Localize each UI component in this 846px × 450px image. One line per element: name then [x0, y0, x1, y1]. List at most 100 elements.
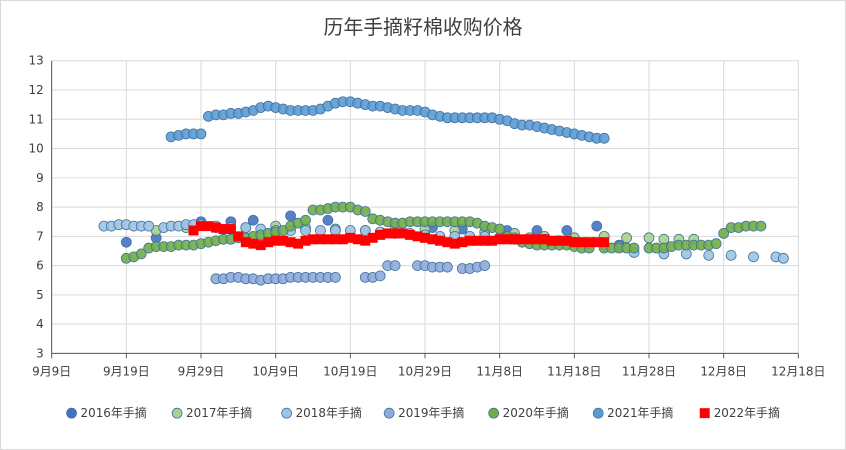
- data-point: [532, 234, 542, 245]
- data-point: [434, 235, 445, 246]
- data-point: [487, 235, 498, 246]
- data-point: [240, 222, 252, 233]
- legend-marker: [171, 407, 183, 419]
- x-tick-label: 11月8日: [476, 364, 523, 378]
- data-point: [315, 234, 326, 245]
- data-point: [240, 237, 251, 248]
- data-point: [464, 235, 475, 246]
- legend-item: 2018年手摘: [281, 405, 362, 420]
- x-tick-label: 12月18日: [771, 364, 825, 378]
- series-layer: [98, 96, 789, 286]
- legend-marker: [592, 407, 604, 419]
- data-point: [569, 237, 580, 248]
- y-tick-label: 8: [36, 200, 44, 214]
- y-tick-label: 12: [28, 83, 43, 97]
- legend-label: 2019年手摘: [398, 405, 464, 420]
- legend-label: 2022年手摘: [714, 405, 780, 420]
- data-point: [322, 214, 334, 226]
- chart-title: 历年手摘籽棉收购价格: [323, 16, 522, 39]
- data-point: [449, 238, 460, 249]
- data-point: [420, 232, 430, 243]
- x-tick-labels: 9月9日 9月19日 9月29日 10月9日 10月19日 10月29日 11月8日 11月1…: [32, 364, 825, 378]
- data-point: [374, 270, 386, 282]
- data-point: [359, 206, 371, 217]
- data-point: [561, 225, 573, 236]
- legend-item: 2019年手摘: [383, 405, 464, 420]
- data-point: [599, 237, 610, 248]
- y-tick-label: 4: [36, 317, 44, 331]
- data-point: [382, 228, 393, 239]
- legend-item: 2020年手摘: [488, 405, 569, 420]
- legend-item: 2022年手摘: [699, 405, 780, 420]
- legend-label: 2018年手摘: [296, 405, 362, 420]
- data-point: [389, 260, 401, 271]
- data-point: [778, 252, 789, 264]
- data-point: [285, 237, 296, 248]
- data-point: [308, 234, 318, 245]
- data-point: [718, 228, 730, 239]
- series-7: [188, 221, 610, 251]
- x-tick-label: 10月29日: [398, 364, 452, 378]
- x-tick-label: 9月29日: [178, 364, 225, 378]
- data-point: [748, 251, 759, 263]
- data-point: [703, 249, 715, 261]
- legend-marker: [383, 407, 395, 419]
- legend-label: 2021年手摘: [607, 405, 673, 420]
- data-point: [755, 220, 767, 232]
- data-point: [263, 237, 274, 248]
- data-point: [367, 232, 378, 243]
- data-point: [725, 249, 737, 261]
- legend-marker: [66, 407, 77, 419]
- data-point: [120, 236, 132, 248]
- x-tick-label: 9月9日: [32, 364, 71, 378]
- data-point: [442, 261, 453, 273]
- data-point: [390, 228, 401, 239]
- y-tick-label: 10: [28, 142, 43, 156]
- data-point: [397, 228, 408, 239]
- grid: [51, 60, 799, 354]
- data-point: [330, 225, 341, 236]
- data-point: [322, 234, 333, 245]
- data-point: [517, 234, 528, 245]
- data-point: [203, 221, 214, 232]
- y-tick-label: 3: [36, 346, 44, 360]
- data-point: [546, 235, 557, 246]
- data-point: [584, 237, 595, 248]
- data-point: [293, 238, 304, 249]
- series-6: [165, 96, 610, 144]
- data-point: [330, 271, 341, 283]
- data-point: [210, 222, 221, 233]
- data-point: [255, 240, 266, 251]
- data-point: [375, 229, 386, 240]
- legend: 2016年手摘 2017年手摘 2018年手摘 2019年手摘 2020年手摘 2021年…: [66, 405, 780, 420]
- data-point: [643, 232, 655, 244]
- data-point: [135, 248, 147, 260]
- data-point: [494, 223, 506, 235]
- data-point: [509, 234, 520, 245]
- data-point: [218, 224, 229, 235]
- y-tick-labels: 3 4 5 6 7 8 9 10 11 12 13: [28, 54, 43, 361]
- data-point: [479, 260, 491, 271]
- data-point: [143, 220, 155, 232]
- x-tick-label: 10月19日: [323, 364, 377, 378]
- y-tick-label: 9: [36, 171, 44, 185]
- x-tick-label: 10月9日: [252, 364, 299, 378]
- x-tick-label: 12月8日: [700, 364, 747, 378]
- legend-label: 2020年手摘: [503, 405, 569, 420]
- y-tick-label: 7: [36, 229, 44, 243]
- y-tick-label: 6: [36, 259, 44, 273]
- data-point: [315, 225, 326, 236]
- legend-label: 2016年手摘: [81, 405, 147, 420]
- data-point: [300, 235, 311, 246]
- series-4: [210, 260, 491, 286]
- data-point: [412, 231, 423, 242]
- data-point: [248, 238, 259, 249]
- data-point: [247, 214, 259, 226]
- data-point: [561, 235, 572, 246]
- data-point: [188, 225, 199, 236]
- data-point: [628, 242, 640, 254]
- data-point: [472, 235, 483, 246]
- data-point: [196, 221, 206, 232]
- data-point: [554, 235, 565, 246]
